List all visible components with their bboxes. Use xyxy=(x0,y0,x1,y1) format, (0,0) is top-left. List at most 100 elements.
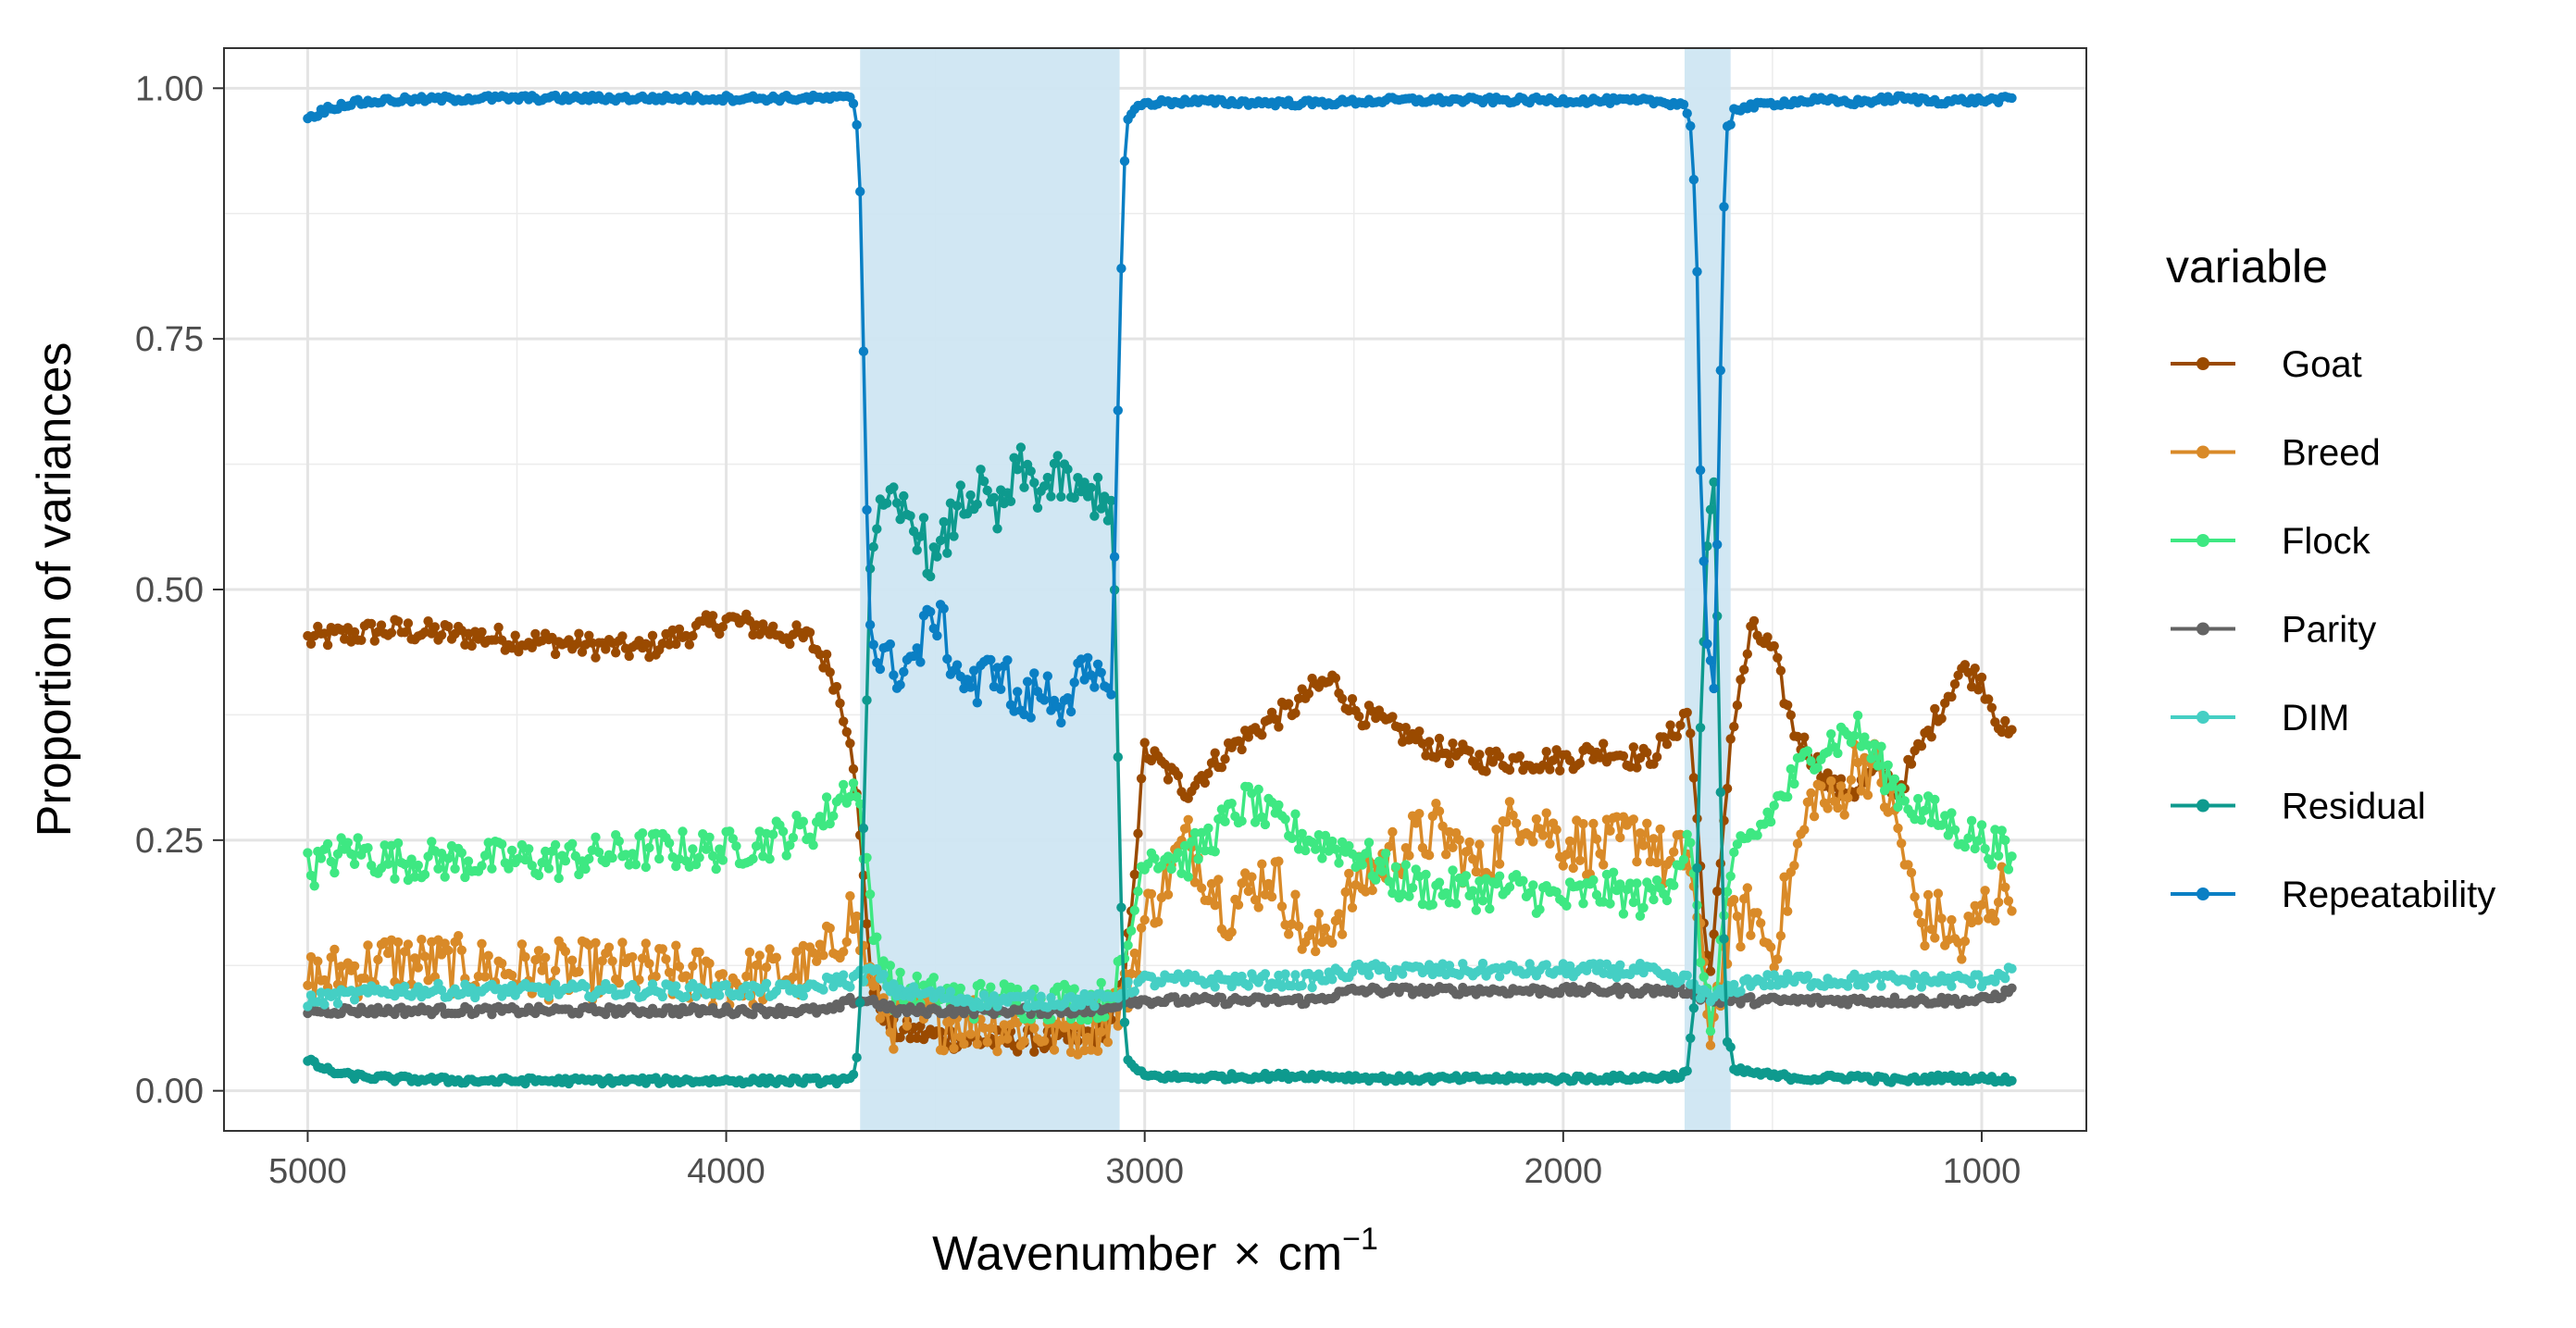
point-flock xyxy=(788,832,799,843)
point-flock xyxy=(1528,880,1538,890)
point-repeatability xyxy=(1702,639,1712,649)
point-flock xyxy=(781,850,791,861)
point-breed xyxy=(392,937,404,948)
point-goat xyxy=(1632,763,1642,773)
point-goat xyxy=(848,763,859,775)
point-goat xyxy=(1661,739,1673,750)
point-breed xyxy=(533,946,544,956)
point-repeatability xyxy=(889,670,899,680)
point-breed xyxy=(1836,781,1847,791)
point-dim xyxy=(1046,992,1056,1003)
point-residual xyxy=(1042,472,1053,483)
point-repeatability xyxy=(1712,540,1723,550)
point-goat xyxy=(1786,710,1797,720)
point-breed xyxy=(349,961,360,972)
point-breed xyxy=(1960,936,1971,947)
point-breed xyxy=(671,940,681,950)
point-goat xyxy=(1424,737,1435,747)
point-goat xyxy=(1665,720,1675,730)
grid xyxy=(224,48,2086,1131)
point-flock xyxy=(1669,880,1679,890)
point-dim xyxy=(744,991,755,1001)
point-breed xyxy=(1628,814,1639,825)
point-breed xyxy=(1792,838,1803,849)
point-residual xyxy=(1705,504,1716,515)
point-flock xyxy=(728,834,738,844)
point-breed xyxy=(597,956,607,966)
point-flock xyxy=(1388,887,1398,899)
x-axis-label-times: × xyxy=(1233,1227,1261,1281)
point-flock xyxy=(316,853,327,863)
point-flock xyxy=(704,832,715,842)
point-breed xyxy=(1615,832,1625,843)
point-breed xyxy=(1197,883,1207,893)
point-flock xyxy=(1468,886,1478,896)
point-flock xyxy=(336,833,346,843)
point-flock xyxy=(1371,875,1381,885)
point-goat xyxy=(1725,734,1736,744)
point-goat xyxy=(1210,748,1220,758)
point-breed xyxy=(1263,878,1274,889)
point-flock xyxy=(1274,800,1284,811)
point-breed xyxy=(1595,849,1605,859)
point-breed xyxy=(1823,803,1833,813)
point-breed xyxy=(1562,850,1572,860)
point-residual xyxy=(1119,1017,1130,1028)
point-flock xyxy=(1802,746,1813,756)
point-goat xyxy=(1775,665,1786,676)
point-flock xyxy=(1705,1026,1716,1036)
point-breed xyxy=(1816,781,1826,791)
point-flock xyxy=(1494,871,1505,881)
point-flock xyxy=(1076,1014,1087,1025)
point-dim xyxy=(935,986,946,996)
point-flock xyxy=(309,881,319,891)
point-residual xyxy=(1076,487,1087,497)
point-flock xyxy=(1920,805,1930,815)
point-repeatability xyxy=(952,660,963,670)
point-goat xyxy=(1163,775,1174,785)
x-axis-label-unit: cm xyxy=(1278,1227,1342,1281)
point-flock xyxy=(848,778,859,788)
point-flock xyxy=(390,874,400,884)
point-breed xyxy=(902,1021,913,1031)
point-breed xyxy=(383,948,393,959)
point-residual xyxy=(939,516,949,527)
point-goat xyxy=(1344,705,1354,716)
point-flock xyxy=(303,848,313,858)
point-goat xyxy=(1705,966,1716,976)
point-breed xyxy=(400,947,410,957)
point-flock xyxy=(717,855,728,865)
point-flock xyxy=(537,858,547,868)
point-goat xyxy=(1293,693,1304,703)
point-flock xyxy=(1013,984,1023,995)
point-goat xyxy=(1773,652,1783,663)
point-flock xyxy=(1860,732,1870,742)
point-flock xyxy=(1823,747,1833,757)
point-breed xyxy=(1253,902,1263,912)
point-repeatability xyxy=(1106,689,1116,700)
point-flock xyxy=(1280,814,1290,825)
point-residual xyxy=(2007,1075,2017,1086)
point-flock xyxy=(1069,984,1079,994)
legend-item-parity: Parity xyxy=(2171,610,2376,651)
point-repeatability xyxy=(1686,121,1696,131)
point-breed xyxy=(634,974,644,985)
point-dim xyxy=(715,990,725,1000)
point-breed xyxy=(1947,914,1957,925)
point-residual xyxy=(1052,451,1063,461)
point-residual xyxy=(1113,751,1124,763)
point-residual xyxy=(1032,503,1043,513)
point-breed xyxy=(1897,838,1907,849)
point-dim xyxy=(1769,970,1779,980)
point-dim xyxy=(1736,987,1746,997)
point-flock xyxy=(1400,860,1412,870)
point-dim xyxy=(1477,958,1488,969)
point-flock xyxy=(1421,869,1431,880)
point-repeatability xyxy=(969,665,979,676)
point-goat xyxy=(429,622,441,632)
point-repeatability xyxy=(2007,93,2017,104)
point-dim xyxy=(1494,972,1505,982)
point-breed xyxy=(1756,918,1766,928)
point-breed xyxy=(1049,1045,1060,1055)
point-residual xyxy=(1682,1066,1692,1076)
